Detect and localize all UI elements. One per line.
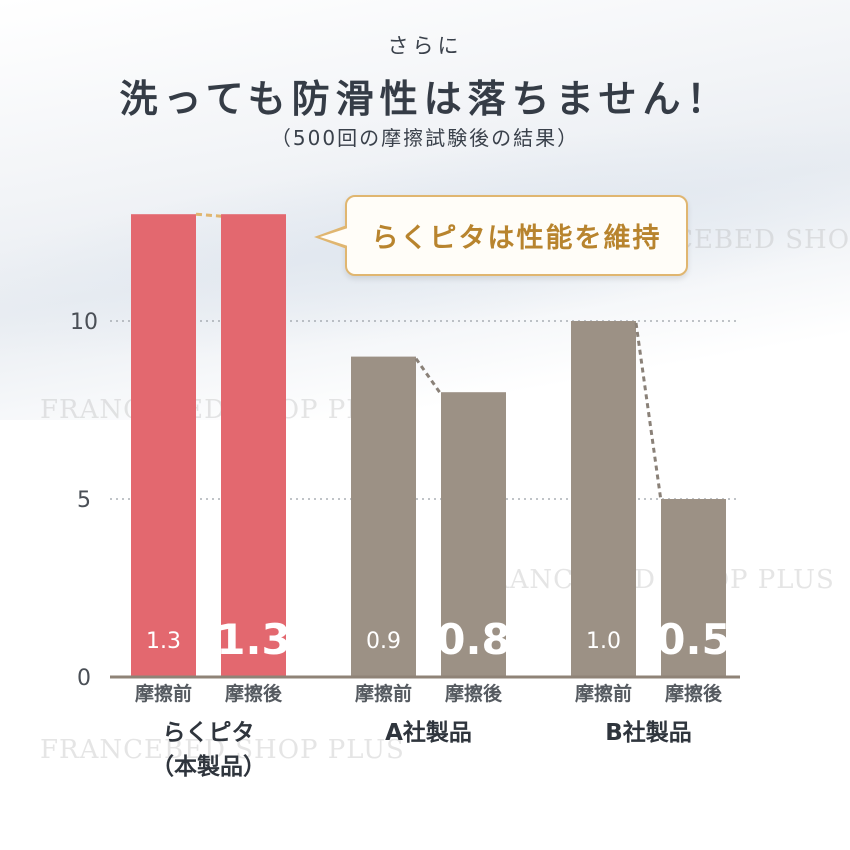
bar [661,499,726,677]
group-label: （本製品） [151,753,266,780]
watermark: FRANCEBED SHOP PLUS [470,565,835,595]
data-label: 0.8 [436,615,510,664]
callout-text: らくピタは性能を維持 [371,223,662,254]
bar [441,392,506,677]
group-label: B社製品 [605,719,692,746]
page-title: 洗っても防滑性は落ちません！ [119,77,731,121]
group-label: らくピタ [163,720,255,746]
callout-box: らくピタは性能を維持 [345,195,688,276]
x-tick-label: 摩擦後 [445,682,503,705]
data-label: 1.3 [216,615,290,664]
subtitle: （500回の摩擦試験後の結果） [270,126,580,150]
group-label: A社製品 [385,719,472,746]
x-tick-label: 摩擦前 [575,682,632,705]
bar [351,356,416,677]
change-connector [634,322,663,502]
change-connector [414,357,443,396]
data-label: 0.9 [366,629,401,654]
y-tick-label: 5 [77,488,91,513]
pre-title: さらに [387,34,463,58]
watermark: FRANCEBED SHOP PLUS [40,735,405,765]
y-tick-label: 0 [77,666,91,691]
data-label: 1.0 [586,629,621,654]
x-tick-label: 摩擦後 [665,682,723,705]
callout-tail-fill [320,228,348,246]
x-tick-label: 摩擦前 [355,682,412,705]
bar [131,214,196,677]
change-connector [195,212,222,218]
bar [221,214,286,677]
x-tick-label: 摩擦後 [225,682,283,705]
data-label: 1.3 [146,629,181,654]
x-tick-label: 摩擦前 [135,682,192,705]
y-tick-label: 10 [70,310,98,335]
bar [571,321,636,677]
data-label: 0.5 [656,615,730,664]
